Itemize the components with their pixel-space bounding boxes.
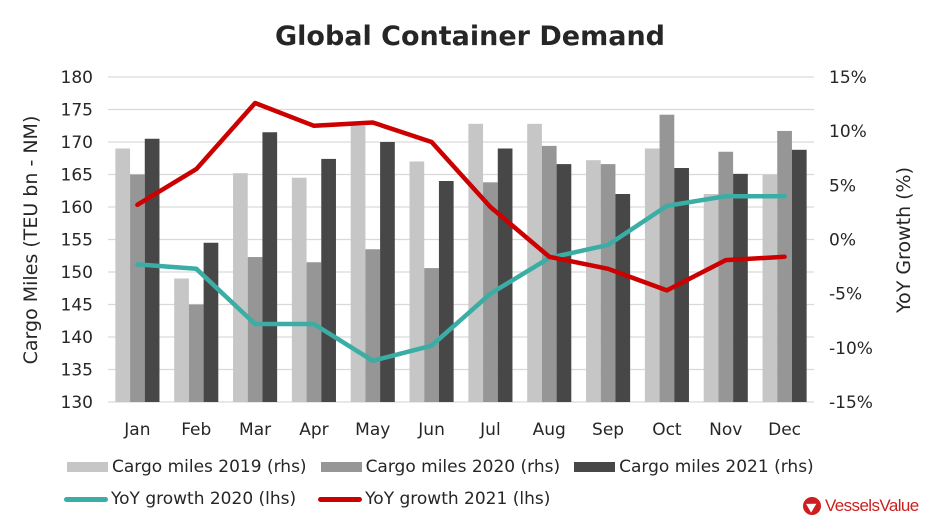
bar-2020-sep xyxy=(600,164,616,402)
bar-2020-aug xyxy=(541,145,557,402)
bar-2020-nov xyxy=(718,151,734,402)
left-tick-label: 145 xyxy=(61,296,93,316)
legend-item-2019: Cargo miles 2019 (rhs) xyxy=(67,457,307,477)
bar-2021-jun xyxy=(438,181,454,402)
left-tick-label: 135 xyxy=(61,361,93,381)
gridlines xyxy=(108,76,814,403)
bar-2020-dec xyxy=(777,130,792,402)
right-tick-label: 10% xyxy=(829,122,867,142)
bar-2020-jun xyxy=(424,268,439,402)
left-tick-label: 160 xyxy=(61,198,93,218)
legend-item-2021: Cargo miles 2021 (rhs) xyxy=(574,457,814,477)
bar-2021-feb xyxy=(203,242,219,402)
legend-item-2020: Cargo miles 2020 (rhs) xyxy=(320,457,561,477)
bar-2019-oct xyxy=(644,148,660,402)
bar-2019-sep xyxy=(586,160,601,402)
legend-label-growth-2021: YoY growth 2021 (lhs) xyxy=(365,489,551,509)
line-yoy-growth-2020-lhs xyxy=(135,193,787,364)
left-tick-label: 140 xyxy=(61,328,93,348)
x-tick-label: Sep xyxy=(592,420,624,440)
bar-2019-apr xyxy=(291,177,307,402)
lines xyxy=(135,100,787,364)
left-tick-label: 175 xyxy=(61,101,93,121)
left-tick-label: 165 xyxy=(61,166,93,186)
bar-2020-apr xyxy=(306,262,322,402)
bar-2020-jan xyxy=(130,174,145,402)
left-axis-ticks: 180 175 170 165 160 155 150 145 140 135 130 xyxy=(61,68,93,413)
right-tick-label: -10% xyxy=(829,339,873,359)
left-axis-title: Cargo Miles (TEU bn - NM) xyxy=(20,116,42,365)
bar-2020-feb xyxy=(188,304,204,402)
bar-2019-aug xyxy=(527,123,542,403)
x-tick-label: Nov xyxy=(709,420,742,440)
bar-2020-mar xyxy=(247,257,263,402)
logo-text: VesselsValue xyxy=(825,496,919,515)
bar-2021-aug xyxy=(556,164,572,402)
x-axis-ticks: Jan Feb Mar Apr May Jun Jul Aug Sep Oct Nov Dec xyxy=(123,420,801,440)
right-tick-label: 15% xyxy=(829,68,867,88)
legend-swatch-2020 xyxy=(320,462,362,472)
vesselsvalue-logo: VesselsValue xyxy=(803,496,919,516)
line-yoy-growth-2021-lhs xyxy=(135,100,787,293)
x-tick-label: Jun xyxy=(417,420,445,440)
bar-2019-may xyxy=(350,125,366,402)
x-tick-label: Apr xyxy=(299,420,328,440)
x-tick-label: Feb xyxy=(181,420,211,440)
x-tick-label: Dec xyxy=(768,420,801,440)
legend-row-lines: YoY growth 2020 (lhs) YoY growth 2021 (l… xyxy=(64,489,564,509)
bar-2019-jan xyxy=(115,148,131,402)
legend-swatch-growth-2021 xyxy=(318,496,363,502)
legend-swatch-2019 xyxy=(67,462,108,472)
legend-item-growth-2021: YoY growth 2021 (lhs) xyxy=(318,489,550,509)
bar-2019-jun xyxy=(409,161,425,402)
bar-2020-oct xyxy=(659,114,675,402)
x-tick-label: Mar xyxy=(239,420,271,440)
left-tick-label: 170 xyxy=(61,133,93,153)
bar-2020-may xyxy=(365,249,381,402)
bar-2021-dec xyxy=(791,149,807,402)
right-tick-label: -15% xyxy=(829,393,873,413)
right-axis-title: YoY Growth (%) xyxy=(893,167,915,314)
legend-row-bars: Cargo miles 2019 (rhs) Cargo miles 2020 … xyxy=(67,457,828,477)
bar-2019-dec xyxy=(762,174,778,402)
chart-title: Global Container Demand xyxy=(275,21,665,52)
legend-swatch-2021 xyxy=(574,462,616,472)
bar-2021-may xyxy=(380,142,395,402)
bar-2021-apr xyxy=(321,158,336,402)
right-tick-label: -5% xyxy=(829,285,862,305)
right-tick-label: 5% xyxy=(829,176,856,196)
x-tick-label: Aug xyxy=(533,420,566,440)
bar-2021-mar xyxy=(262,132,278,402)
bar-2019-jul xyxy=(468,123,484,403)
logo-icon xyxy=(803,497,821,515)
legend-label-2021: Cargo miles 2021 (rhs) xyxy=(619,457,814,477)
bar-2021-jul xyxy=(497,148,513,402)
right-axis-ticks: 15% 10% 5% 0% -5% -10% -15% xyxy=(829,68,873,413)
bar-2019-feb xyxy=(174,278,189,402)
legend-swatch-growth-2020 xyxy=(64,496,108,502)
legend-label-2020: Cargo miles 2020 (rhs) xyxy=(365,457,561,477)
bar-2019-mar xyxy=(233,173,248,402)
left-tick-label: 130 xyxy=(61,393,93,413)
legend-item-growth-2020: YoY growth 2020 (lhs) xyxy=(64,489,296,509)
bar-2019-nov xyxy=(703,194,719,402)
bar-2021-sep xyxy=(615,194,631,402)
right-tick-label: 0% xyxy=(829,231,856,251)
left-tick-label: 155 xyxy=(61,231,93,251)
x-tick-label: Oct xyxy=(652,420,682,440)
bars xyxy=(115,114,807,403)
x-tick-label: May xyxy=(355,420,390,440)
legend-label-growth-2020: YoY growth 2020 (lhs) xyxy=(111,489,297,509)
legend-label-2019: Cargo miles 2019 (rhs) xyxy=(112,457,307,477)
left-tick-label: 180 xyxy=(61,68,93,88)
left-tick-label: 150 xyxy=(61,263,93,283)
bar-2021-nov xyxy=(733,173,748,402)
bar-2021-jan xyxy=(144,138,160,402)
x-tick-label: Jan xyxy=(123,420,150,440)
x-tick-label: Jul xyxy=(479,420,501,440)
